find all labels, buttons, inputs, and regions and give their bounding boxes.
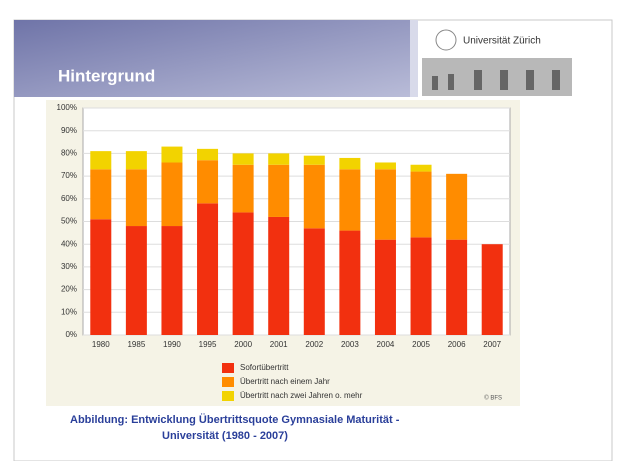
- x-tick-label: 1980: [92, 340, 110, 349]
- bar-segment: [303, 155, 325, 165]
- bar-segment: [410, 237, 432, 335]
- bar-segment: [446, 173, 468, 240]
- bar-segment: [197, 203, 219, 335]
- logo-seal: [435, 29, 457, 51]
- bar-segment: [90, 151, 112, 170]
- x-tick-label: 2003: [341, 340, 359, 349]
- y-tick-label: 40%: [61, 239, 77, 248]
- bar-segment: [339, 230, 361, 335]
- header-strip: [410, 20, 418, 97]
- bar-segment: [161, 162, 183, 227]
- bar-segment: [303, 228, 325, 335]
- y-tick-label: 100%: [57, 103, 77, 112]
- source-note: © BFS: [484, 395, 502, 402]
- x-tick-label: 1995: [199, 340, 217, 349]
- bar-segment: [339, 157, 361, 170]
- bar-segment: [268, 164, 290, 217]
- bar-segment: [268, 216, 290, 335]
- bar-segment: [232, 153, 254, 165]
- slide-title: Hintergrund: [58, 66, 155, 85]
- x-tick-label: 1985: [127, 340, 145, 349]
- bar-segment: [446, 239, 468, 335]
- building-image: [422, 58, 572, 96]
- bar-segment: [303, 164, 325, 229]
- y-tick-label: 70%: [61, 171, 77, 180]
- bar-segment: [410, 164, 432, 172]
- y-tick-label: 30%: [61, 262, 77, 271]
- bar-segment: [125, 226, 147, 335]
- bar-segment: [374, 239, 396, 335]
- legend-label: Übertritt nach zwei Jahren o. mehr: [240, 391, 363, 400]
- chart: 0% 10% 20% 30% 40% 50% 60% 70% 80% 90% 100% 1980 198…: [57, 103, 510, 401]
- legend-swatch: [222, 363, 234, 373]
- x-tick-label: 2005: [412, 340, 430, 349]
- bar-segment: [232, 212, 254, 335]
- x-tick-label: 1990: [163, 340, 181, 349]
- bar-segment: [161, 226, 183, 335]
- bar-segment: [125, 151, 147, 170]
- legend-label: Übertritt nach einem Jahr: [240, 377, 330, 386]
- bar-segment: [339, 169, 361, 231]
- bar-segment: [125, 169, 147, 227]
- y-tick-label: 20%: [61, 285, 77, 294]
- caption-line: Universität (1980 - 2007): [162, 430, 288, 442]
- y-tick-label: 50%: [61, 217, 77, 226]
- bar-segment: [232, 164, 254, 213]
- y-tick-label: 60%: [61, 194, 77, 203]
- x-tick-label: 2000: [234, 340, 252, 349]
- y-tick-label: 10%: [61, 307, 77, 316]
- logo-text: Universität Zürich: [463, 36, 541, 47]
- bar-segment: [481, 244, 503, 335]
- bar-segment: [268, 153, 290, 165]
- x-tick-label: 2004: [377, 340, 395, 349]
- bar-segment: [197, 160, 219, 204]
- x-tick-label: 2006: [448, 340, 466, 349]
- y-tick-label: 0%: [65, 330, 77, 339]
- bar-segment: [410, 171, 432, 238]
- header-band: [14, 20, 410, 97]
- x-tick-label: 2002: [305, 340, 323, 349]
- y-tick-label: 90%: [61, 126, 77, 135]
- bar-segment: [374, 169, 396, 240]
- y-tick-label: 80%: [61, 149, 77, 158]
- legend-swatch: [222, 391, 234, 401]
- bar-segment: [197, 148, 219, 161]
- bar-segment: [161, 146, 183, 163]
- x-tick-label: 2007: [483, 340, 501, 349]
- legend-label: Sofortübertritt: [240, 363, 289, 372]
- x-tick-label: 2001: [270, 340, 288, 349]
- legend-swatch: [222, 377, 234, 387]
- bar-segment: [90, 169, 112, 220]
- building-windows: [432, 70, 560, 90]
- bar-segment: [90, 219, 112, 335]
- caption-line: Abbildung: Entwicklung Übertrittsquote G…: [70, 413, 400, 426]
- bar-segment: [374, 162, 396, 170]
